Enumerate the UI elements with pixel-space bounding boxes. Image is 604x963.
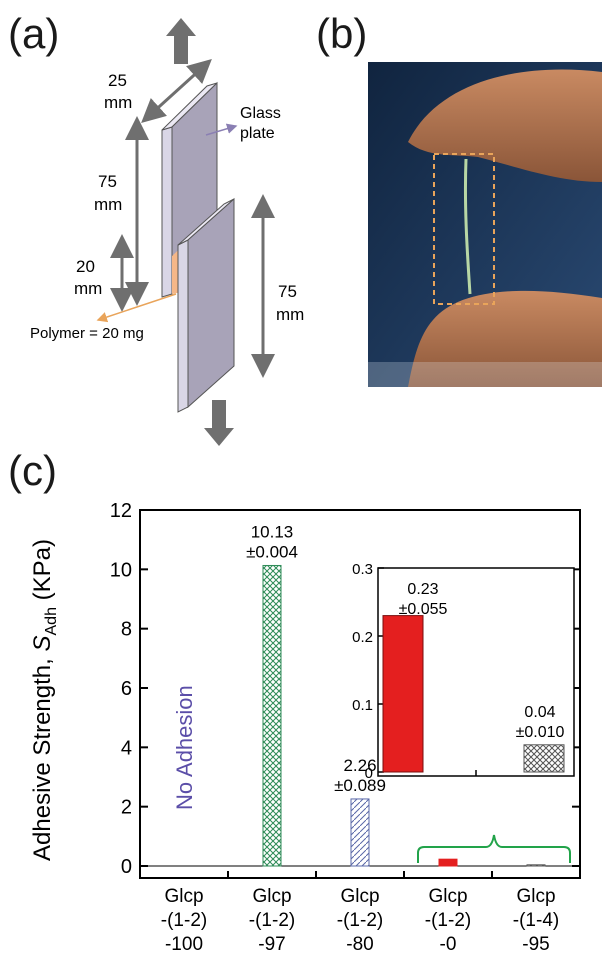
y-tick-label: 6 bbox=[121, 678, 132, 700]
y-axis-label-subscript: Adh bbox=[43, 607, 60, 635]
polymer-pointer-arrow bbox=[96, 293, 177, 323]
pull-up-arrow bbox=[166, 18, 196, 64]
inset-chart: 0 0.1 0.2 0.3 0.23 ±0.055 0.04 ±0.010 bbox=[352, 561, 575, 782]
glass-pointer-arrow bbox=[205, 123, 238, 136]
bar-data-label: 2.26 bbox=[343, 756, 376, 775]
x-tick-label: -80 bbox=[346, 934, 373, 955]
y-tick-label: 8 bbox=[121, 619, 132, 641]
x-tick-label: -97 bbox=[258, 934, 285, 955]
plot-frame bbox=[139, 509, 581, 879]
dashed-highlight-box bbox=[433, 153, 495, 305]
lap-shear-schematic: 25 mm Glass plate 75 mm 20 mm 75 mm Poly… bbox=[30, 18, 304, 446]
width-value: 25 bbox=[108, 71, 127, 90]
x-tick-label: Glcp bbox=[340, 886, 379, 907]
inset-bar bbox=[523, 744, 565, 773]
inset-y-tick-label: 0.1 bbox=[352, 697, 373, 714]
no-adhesion-annotation: No Adhesion bbox=[172, 685, 197, 810]
y-tick-label: 10 bbox=[110, 559, 132, 581]
inset-bar-data-label: ±0.010 bbox=[516, 724, 565, 741]
y-axis-label-symbol: S bbox=[29, 636, 56, 652]
inset-bar-data-label: ±0.055 bbox=[399, 601, 448, 618]
upper-height-value: 75 bbox=[98, 172, 117, 191]
y-tick-label: 4 bbox=[121, 737, 132, 759]
bar bbox=[262, 564, 282, 867]
bar-data-label: 10.13 bbox=[251, 522, 294, 541]
panel-label-b: (b) bbox=[316, 10, 368, 57]
lower-height-value: 75 bbox=[278, 282, 297, 301]
overlap-value: 20 bbox=[76, 257, 95, 276]
y-axis-label-main: Adhesive Strength, bbox=[29, 652, 56, 861]
y-tick-label: 2 bbox=[121, 797, 132, 819]
x-tick-label: -(1-2) bbox=[249, 910, 295, 931]
x-tick-label: -100 bbox=[165, 934, 203, 955]
x-tick-label: -(1-2) bbox=[337, 910, 383, 931]
inset-y-tick-label: 0.2 bbox=[352, 629, 373, 646]
bar-data-label: ±0.089 bbox=[334, 776, 386, 795]
polymer-thread bbox=[463, 158, 472, 295]
inset-bracket bbox=[417, 834, 571, 863]
inset-bar-data-label: 0.04 bbox=[524, 704, 555, 721]
overlap-unit: mm bbox=[74, 279, 102, 298]
x-tick-label: -(1-2) bbox=[425, 910, 471, 931]
x-tick-label: Glcp bbox=[516, 886, 555, 907]
x-tick-label: -95 bbox=[522, 934, 549, 955]
upper-height-unit: mm bbox=[94, 195, 122, 214]
panel-label-c: (c) bbox=[8, 447, 57, 494]
bar bbox=[438, 858, 458, 867]
polymer-label: Polymer = 20 mg bbox=[30, 325, 144, 342]
main-axes: 0 2 4 6 8 10 12 Glcp -(1-2) -100 Glcp -(1-2) -97 Glcp… bbox=[110, 500, 581, 955]
inset-y-tick-label: 0.3 bbox=[352, 561, 373, 578]
lower-glass-plate bbox=[177, 197, 235, 413]
adhesion-bar-chart: 0 2 4 6 8 10 12 Glcp -(1-2) -100 Glcp -(1-2) -97 Glcp… bbox=[29, 500, 581, 955]
x-tick-label: Glcp bbox=[252, 886, 291, 907]
inset-bar-data-label: 0.23 bbox=[407, 581, 438, 598]
inset-bar bbox=[382, 615, 424, 773]
y-tick-label: 0 bbox=[121, 856, 132, 878]
fingers-photo bbox=[368, 62, 602, 387]
lower-finger bbox=[408, 290, 602, 387]
x-tick-label: Glcp bbox=[428, 886, 467, 907]
inset-y-tick-label: 0 bbox=[365, 765, 373, 782]
y-tick-label: 12 bbox=[110, 500, 132, 522]
lower-height-unit: mm bbox=[276, 305, 304, 324]
x-tick-label: -(1-4) bbox=[513, 910, 559, 931]
bar bbox=[526, 864, 546, 867]
bars-layer: 10.13±0.004 2.26±0.089 bbox=[246, 522, 546, 867]
bar-data-label: ±0.004 bbox=[246, 542, 298, 561]
width-unit: mm bbox=[104, 93, 132, 112]
glass-label-line2: plate bbox=[240, 125, 275, 142]
pull-down-arrow bbox=[204, 400, 234, 446]
y-axis-label-unit: (KPa) bbox=[29, 539, 56, 607]
bar bbox=[350, 798, 370, 867]
glass-label-line1: Glass bbox=[240, 105, 281, 122]
width-dimension-arrow bbox=[141, 58, 212, 124]
x-tick-label: Glcp bbox=[164, 886, 203, 907]
y-axis-label: Adhesive Strength, SAdh (KPa) bbox=[29, 539, 60, 861]
panel-label-a: (a) bbox=[8, 10, 60, 57]
x-tick-label: -0 bbox=[440, 934, 457, 955]
x-tick-label: -(1-2) bbox=[161, 910, 207, 931]
